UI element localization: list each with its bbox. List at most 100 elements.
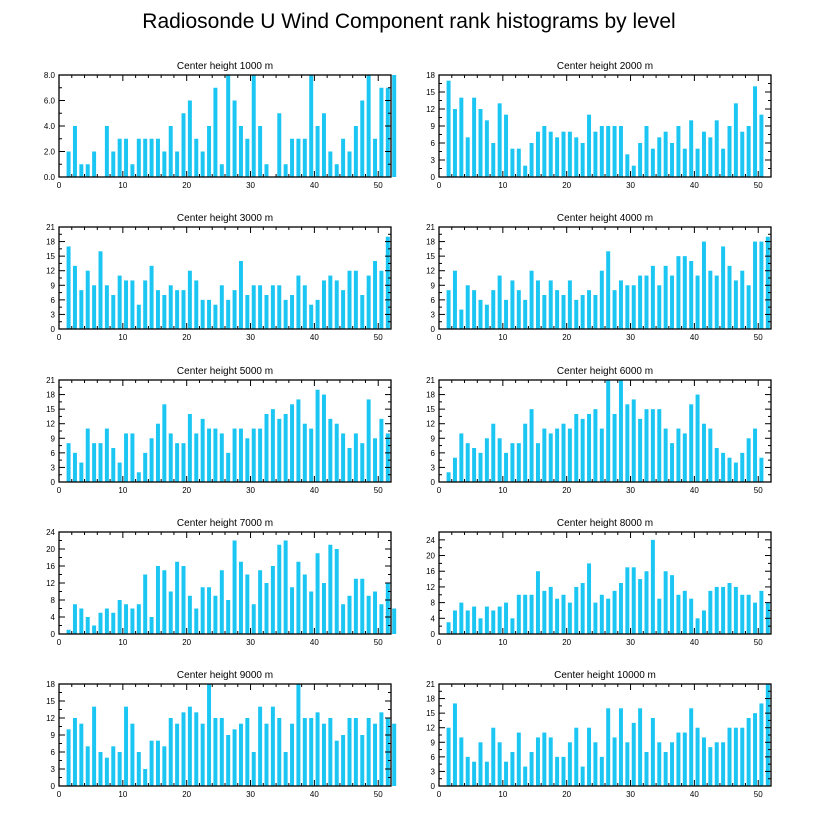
bar <box>187 595 192 634</box>
x-tick-label: 10 <box>118 790 127 799</box>
y-tick-label: 15 <box>426 709 435 718</box>
bar <box>650 265 655 329</box>
bar <box>302 718 307 786</box>
bar <box>599 594 604 634</box>
bar <box>740 270 745 329</box>
bar <box>117 275 122 329</box>
x-tick-label: 30 <box>626 181 635 190</box>
bar <box>104 757 109 786</box>
bar <box>638 143 643 177</box>
bar <box>149 438 154 482</box>
bar <box>548 433 553 482</box>
bar <box>328 718 333 786</box>
bar <box>290 723 295 786</box>
bar <box>379 712 384 786</box>
panel-title: Center height 8000 m <box>557 518 653 529</box>
bar <box>347 270 352 329</box>
bar <box>213 718 218 786</box>
bar <box>740 131 745 177</box>
y-tick-label: 6 <box>431 449 436 458</box>
y-tick-label: 21 <box>46 223 55 232</box>
x-tick-label: 50 <box>374 486 383 495</box>
x-tick-label: 10 <box>498 181 507 190</box>
x-tick-label: 40 <box>310 486 319 495</box>
bar <box>497 103 502 177</box>
bar <box>548 131 553 177</box>
bar <box>72 452 77 482</box>
bar <box>746 438 751 482</box>
bar <box>207 126 212 177</box>
bar <box>270 409 275 482</box>
bar <box>296 561 301 634</box>
bar <box>484 606 489 634</box>
bar <box>200 151 205 177</box>
x-tick-label: 50 <box>374 181 383 190</box>
bar <box>270 706 275 786</box>
panel-title: Center height 9000 m <box>177 670 273 681</box>
bar <box>555 137 560 177</box>
bar <box>567 280 572 329</box>
bar <box>334 549 339 634</box>
bar <box>606 598 611 634</box>
bar <box>529 143 534 177</box>
bar <box>561 423 566 482</box>
bar <box>251 604 256 634</box>
y-tick-label: 9 <box>431 738 436 747</box>
y-tick-label: 15 <box>426 405 435 414</box>
bar <box>309 304 314 329</box>
y-tick-label: 8.0 <box>44 71 56 80</box>
bar <box>593 409 598 482</box>
bar <box>465 443 470 482</box>
bar <box>746 285 751 329</box>
y-tick-label: 0 <box>51 630 56 639</box>
y-tick-label: 16 <box>426 567 435 576</box>
bar <box>366 399 371 482</box>
bar <box>497 606 502 634</box>
chart-panel-7: Center height 7000 m 0 10 20 30 40 50 0 4 8 12 16 20… <box>46 518 397 647</box>
y-tick-label: 9 <box>431 122 436 131</box>
bar <box>644 409 649 482</box>
bar <box>226 75 231 177</box>
bar <box>245 718 250 786</box>
bar <box>618 708 623 786</box>
bar <box>542 732 547 786</box>
bar <box>580 143 585 177</box>
bar <box>516 148 521 177</box>
x-tick-label: 20 <box>182 181 191 190</box>
bar <box>117 752 122 786</box>
bar <box>155 290 160 329</box>
bar <box>452 457 457 482</box>
y-tick-label: 24 <box>426 536 435 545</box>
bar <box>162 570 167 634</box>
bar <box>682 590 687 634</box>
bar <box>670 742 675 786</box>
bar <box>599 428 604 482</box>
bar <box>740 727 745 786</box>
bar <box>143 280 148 329</box>
panel-title: Center height 1000 m <box>177 61 273 72</box>
y-tick-label: 12 <box>46 267 55 276</box>
bar <box>446 727 451 786</box>
bar <box>670 443 675 482</box>
bar <box>347 718 352 786</box>
x-tick-label: 0 <box>57 181 62 190</box>
bar <box>663 265 668 329</box>
bar <box>561 594 566 634</box>
bar <box>701 423 706 482</box>
bar <box>701 610 706 634</box>
bar <box>104 285 109 329</box>
bar <box>187 706 192 786</box>
bar <box>200 299 205 329</box>
bar <box>682 732 687 786</box>
bar <box>258 428 263 482</box>
bar <box>618 126 623 177</box>
bar <box>168 126 173 177</box>
bar <box>130 164 135 177</box>
bar <box>226 299 231 329</box>
y-tick-label: 3 <box>431 310 436 319</box>
x-tick-label: 0 <box>57 333 62 342</box>
bar <box>727 265 732 329</box>
bar <box>238 561 243 634</box>
x-tick-label: 30 <box>246 638 255 647</box>
x-tick-label: 50 <box>374 333 383 342</box>
